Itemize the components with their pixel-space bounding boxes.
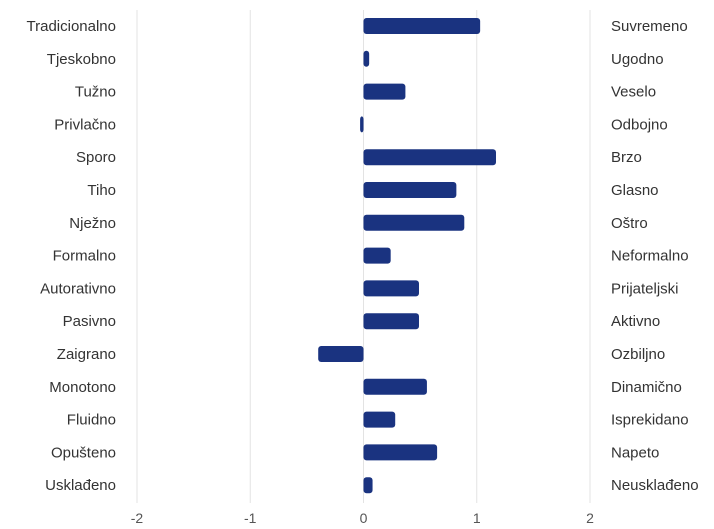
left-category-label: Tradicionalno (27, 18, 117, 35)
left-category-label: Fluidno (67, 412, 116, 429)
x-tick-label: -1 (244, 510, 257, 526)
bars (318, 18, 497, 494)
x-tick-label: 0 (360, 510, 368, 526)
right-category-label: Odbojno (611, 116, 668, 133)
bar (360, 116, 364, 133)
bar (363, 83, 406, 100)
right-category-label: Prijateljski (611, 280, 679, 297)
right-category-labels: Suvremeno Ugodno Veselo Odbojno Brzo Glasno Oš… (611, 18, 699, 494)
left-category-label: Pasivno (63, 313, 116, 330)
bar (363, 247, 391, 264)
right-category-label: Neformalno (611, 248, 689, 265)
right-category-label: Glasno (611, 182, 659, 199)
bar (363, 50, 370, 67)
right-category-label: Ugodno (611, 51, 664, 68)
left-category-label: Usklađeno (45, 477, 116, 494)
right-category-label: Veselo (611, 84, 656, 101)
bar (363, 444, 438, 461)
left-category-label: Zaigrano (57, 346, 116, 363)
right-category-label: Oštro (611, 215, 648, 232)
right-category-label: Isprekidano (611, 412, 689, 429)
bar (363, 411, 396, 428)
left-category-label: Tjeskobno (47, 51, 116, 68)
bar (363, 18, 481, 34)
left-category-label: Nježno (69, 215, 116, 232)
bar (363, 378, 427, 395)
x-tick-label: 2 (586, 510, 594, 526)
bar (363, 214, 465, 231)
right-category-label: Napeto (611, 444, 659, 461)
x-tick-labels: -2 -1 0 1 2 (131, 510, 594, 526)
x-tick-label: -2 (131, 510, 144, 526)
left-category-label: Formalno (53, 248, 116, 265)
left-category-label: Tiho (87, 182, 116, 199)
left-category-label: Tužno (75, 84, 116, 101)
right-category-label: Neusklađeno (611, 477, 699, 494)
left-category-label: Sporo (76, 149, 116, 166)
x-tick-label: 1 (473, 510, 481, 526)
right-category-label: Brzo (611, 149, 642, 166)
bar (318, 346, 364, 362)
bar (363, 149, 497, 166)
left-category-label: Autorativno (40, 280, 116, 297)
left-category-label: Privlačno (54, 116, 116, 133)
bar (363, 182, 457, 198)
bar (363, 313, 419, 330)
bar (363, 477, 373, 494)
left-category-labels: Tradicionalno Tjeskobno Tužno Privlačno Spor… (27, 18, 117, 494)
right-category-label: Aktivno (611, 313, 660, 330)
right-category-label: Ozbiljno (611, 346, 665, 363)
left-category-label: Opušteno (51, 444, 116, 461)
right-category-label: Suvremeno (611, 18, 688, 35)
right-category-label: Dinamično (611, 379, 682, 396)
left-category-label: Monotono (49, 379, 116, 396)
bar (363, 280, 419, 297)
